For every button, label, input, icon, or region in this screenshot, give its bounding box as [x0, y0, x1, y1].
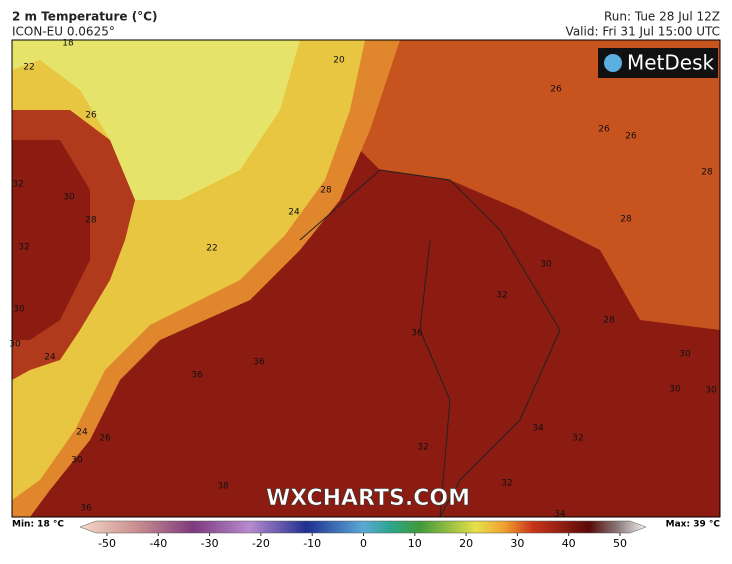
title: 2 m Temperature (°C) [12, 10, 157, 24]
contour-label: 30 [705, 386, 717, 396]
run: Run: Tue 28 Jul 12Z [604, 10, 720, 24]
model: ICON-EU 0.0625° [12, 25, 115, 39]
contour-label: 26 [550, 85, 562, 95]
contour-label: 24 [44, 353, 56, 363]
contour-label: 28 [85, 216, 97, 226]
colorbar-tick-label: 10 [408, 537, 422, 550]
contour-label: 22 [23, 63, 34, 73]
contour-label: 18 [62, 39, 74, 49]
contour-label: 38 [217, 482, 229, 492]
contour-label: 32 [18, 243, 29, 253]
contour-label: 32 [417, 443, 428, 453]
colorbar-tick-label: -20 [252, 537, 270, 550]
contour-label: 22 [206, 244, 217, 254]
sea-cool [12, 40, 300, 200]
contour-label: 32 [12, 180, 23, 190]
colorbar-tick-label: -10 [303, 537, 321, 550]
contour-label: 24 [288, 208, 300, 218]
contour-label: 26 [625, 132, 637, 142]
map [11, 39, 721, 518]
contour-label: 26 [99, 434, 111, 444]
colorbar-tick-label: 20 [459, 537, 473, 550]
warm-area [350, 40, 720, 330]
colorbar-max: Max: 39 °C [666, 520, 721, 530]
contour-label: 30 [540, 260, 552, 270]
borders [299, 169, 561, 518]
colorbar-tick-label: 50 [613, 537, 627, 550]
uk-inland [12, 140, 90, 340]
colorbar-tick-label: -50 [98, 537, 116, 550]
contour-label: 30 [63, 193, 75, 203]
colorbar-min: Min: 18 °C [12, 520, 64, 530]
map-frame [11, 39, 721, 518]
logo: MetDesk [627, 51, 715, 75]
contour-label: 28 [320, 186, 332, 196]
contour-label: 32 [496, 291, 507, 301]
contour-label: 30 [9, 340, 21, 350]
colorbar-tick-label: -30 [201, 537, 219, 550]
colorbar-tick-label: 30 [510, 537, 524, 550]
logo-icon [604, 54, 622, 72]
colorbar-tick-label: 0 [360, 537, 367, 550]
contour-label: 20 [333, 56, 345, 66]
contour-label: 26 [85, 111, 97, 121]
contour-label: 28 [701, 168, 713, 178]
contour-label: 36 [191, 371, 203, 381]
contour-label: 30 [669, 385, 681, 395]
watermark: WXCHARTS.COM [266, 486, 470, 511]
contour-label: 34 [532, 424, 544, 434]
contour-label: 34 [554, 510, 566, 520]
colorbar-tick-label: 40 [562, 537, 576, 550]
contour-label: 28 [620, 215, 632, 225]
contour-label: 26 [598, 125, 610, 135]
contour-label: 36 [411, 329, 423, 339]
contour-label: 28 [603, 316, 615, 326]
contour-label: 32 [572, 434, 583, 444]
contour-label: 30 [679, 350, 691, 360]
contour-label: 30 [71, 456, 83, 466]
contour-label: 24 [76, 428, 88, 438]
contour-label: 36 [80, 504, 92, 514]
contour-label: 32 [501, 479, 512, 489]
contour-label: 36 [253, 358, 265, 368]
valid: Valid: Fri 31 Jul 15:00 UTC [566, 25, 720, 39]
contour-label: 30 [13, 305, 25, 315]
colorbar [79, 520, 647, 534]
colorbar-tick-label: -40 [149, 537, 167, 550]
